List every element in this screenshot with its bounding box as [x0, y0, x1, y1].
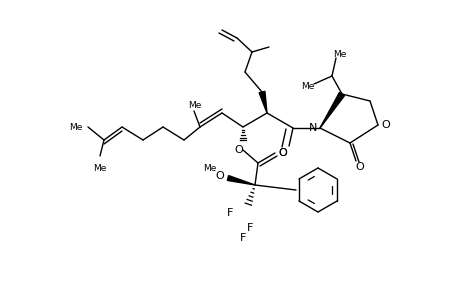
Text: F: F [246, 223, 252, 233]
Text: O: O [278, 148, 287, 158]
Text: O: O [381, 120, 390, 130]
Polygon shape [319, 92, 344, 128]
Text: Me: Me [69, 122, 83, 131]
Text: Me: Me [203, 164, 216, 172]
Text: Me: Me [93, 164, 106, 172]
Text: F: F [226, 208, 233, 218]
Polygon shape [258, 91, 266, 113]
Text: O: O [215, 171, 224, 181]
Text: F: F [239, 233, 246, 243]
Text: N: N [308, 123, 317, 133]
Text: O: O [278, 148, 287, 158]
Text: Me: Me [333, 50, 346, 58]
Text: Me: Me [301, 82, 314, 91]
Text: Me: Me [188, 100, 201, 109]
Text: O: O [355, 162, 364, 172]
Polygon shape [227, 176, 254, 185]
Text: O: O [234, 145, 243, 155]
